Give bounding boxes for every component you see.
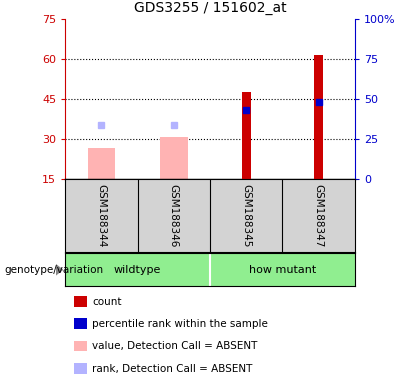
Title: GDS3255 / 151602_at: GDS3255 / 151602_at	[134, 2, 286, 15]
Text: percentile rank within the sample: percentile rank within the sample	[92, 319, 268, 329]
Text: GSM188345: GSM188345	[241, 184, 251, 247]
Text: how mutant: how mutant	[249, 265, 316, 275]
Text: GSM188346: GSM188346	[169, 184, 179, 247]
Bar	[87, 148, 115, 179]
Polygon shape	[56, 264, 63, 276]
Text: count: count	[92, 297, 122, 307]
Text: value, Detection Call = ABSENT: value, Detection Call = ABSENT	[92, 341, 258, 351]
Bar	[160, 137, 188, 179]
Bar	[241, 92, 251, 179]
Text: genotype/variation: genotype/variation	[4, 265, 103, 275]
Text: GSM188344: GSM188344	[96, 184, 106, 247]
Text: rank, Detection Call = ABSENT: rank, Detection Call = ABSENT	[92, 364, 253, 374]
Bar	[314, 55, 323, 179]
Text: wildtype: wildtype	[114, 265, 161, 275]
Text: GSM188347: GSM188347	[314, 184, 324, 247]
